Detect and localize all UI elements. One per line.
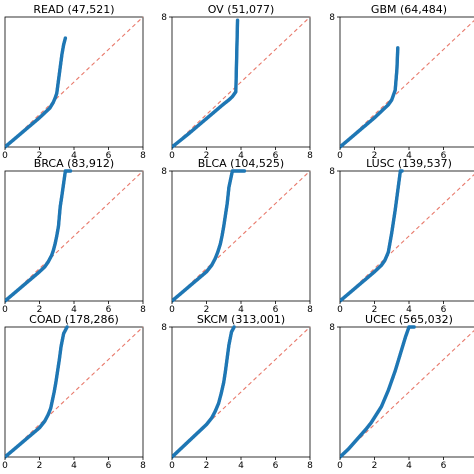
y-tick-label: 8: [329, 167, 335, 177]
data-point: [235, 18, 240, 22]
data-point: [396, 46, 400, 50]
y-tick-label: 8: [161, 323, 167, 333]
x-tick-label: 4: [238, 461, 244, 471]
data-point: [68, 169, 73, 173]
panel-7: COAD (178,286) 0 2 4 6 8: [2, 313, 146, 471]
x-tick-label: 8: [307, 461, 313, 471]
x-tick-label: 2: [37, 305, 43, 315]
x-tick-label: 0: [337, 305, 343, 315]
x-tick-label: 4: [406, 305, 412, 315]
scatter-points: [5, 325, 69, 459]
x-tick-label: 2: [204, 461, 210, 471]
x-tick-label: 6: [273, 151, 279, 161]
panel-title: GBM (64,484): [371, 3, 447, 16]
x-tick-label: 6: [273, 461, 279, 471]
x-tick-label: 0: [169, 151, 175, 161]
x-tick-label: 4: [406, 151, 412, 161]
scatter-points: [172, 169, 247, 303]
panel-title: UCEC (565,032): [365, 313, 453, 326]
x-tick-label: 0: [2, 461, 8, 471]
x-tick-label: 8: [140, 461, 146, 471]
panel-8: SKCM (313,001) 0 2 4 6 8 8: [161, 313, 313, 471]
x-tick-label: 6: [441, 151, 447, 161]
x-tick-label: 0: [337, 461, 343, 471]
panel-title: BLCA (104,525): [198, 157, 284, 170]
scatter-points: [172, 325, 236, 459]
panel-title: SKCM (313,001): [197, 313, 285, 326]
data-point: [65, 325, 69, 329]
scatter-points: [340, 169, 404, 303]
x-tick-label: 0: [337, 151, 343, 161]
panel-title: OV (51,077): [208, 3, 275, 16]
x-tick-label: 0: [2, 151, 8, 161]
x-tick-label: 2: [37, 461, 43, 471]
scatter-points: [340, 46, 400, 149]
panel-title: BRCA (83,912): [34, 157, 114, 170]
y-tick-label: 8: [161, 13, 167, 23]
y-tick-label: 8: [329, 323, 335, 333]
data-point: [242, 169, 247, 173]
x-tick-label: 2: [37, 151, 43, 161]
x-tick-label: 0: [2, 305, 8, 315]
x-tick-label: 2: [372, 151, 378, 161]
x-tick-label: 8: [307, 151, 313, 161]
panel-2: OV (51,077) 0 2 4 6 8 8: [161, 3, 313, 161]
panel-title: LUSC (139,537): [366, 157, 452, 170]
x-tick-label: 8: [140, 305, 146, 315]
reference-line: [340, 20, 474, 148]
x-tick-label: 4: [71, 151, 77, 161]
x-tick-label: 2: [372, 305, 378, 315]
x-tick-label: 6: [441, 305, 447, 315]
panel-title: READ (47,521): [33, 3, 114, 16]
reference-line: [340, 330, 474, 458]
data-point: [400, 169, 404, 173]
x-tick-label: 2: [204, 305, 210, 315]
reference-line: [172, 16, 311, 148]
panel-4: BRCA (83,912) 0 2 4 6 8: [2, 157, 146, 315]
x-tick-label: 6: [106, 461, 112, 471]
x-tick-label: 8: [307, 305, 313, 315]
x-tick-label: 2: [372, 461, 378, 471]
scatter-points: [340, 325, 416, 459]
x-tick-label: 8: [140, 151, 146, 161]
data-point: [412, 325, 416, 329]
x-tick-label: 6: [106, 151, 112, 161]
scatter-points: [5, 36, 68, 149]
x-tick-label: 6: [441, 461, 447, 471]
y-tick-label: 8: [329, 13, 335, 23]
data-point: [63, 36, 68, 40]
panel-title: COAD (178,286): [29, 313, 119, 326]
x-tick-label: 4: [238, 151, 244, 161]
scatter-points: [172, 18, 240, 149]
panel-1: READ (47,521) 0 2 4 6 8: [2, 3, 146, 161]
x-tick-label: 4: [238, 305, 244, 315]
y-tick-label: 8: [161, 167, 167, 177]
panel-5: BLCA (104,525) 0 2 4 6 8 8: [161, 157, 313, 315]
x-tick-label: 6: [273, 305, 279, 315]
x-tick-label: 4: [406, 461, 412, 471]
x-tick-label: 0: [169, 305, 175, 315]
scatter-points: [5, 169, 73, 303]
data-point: [232, 325, 236, 329]
x-tick-label: 4: [71, 461, 77, 471]
x-tick-label: 2: [204, 151, 210, 161]
x-tick-label: 4: [71, 305, 77, 315]
x-tick-label: 6: [106, 305, 112, 315]
reference-line: [340, 174, 474, 302]
x-tick-label: 0: [169, 461, 175, 471]
